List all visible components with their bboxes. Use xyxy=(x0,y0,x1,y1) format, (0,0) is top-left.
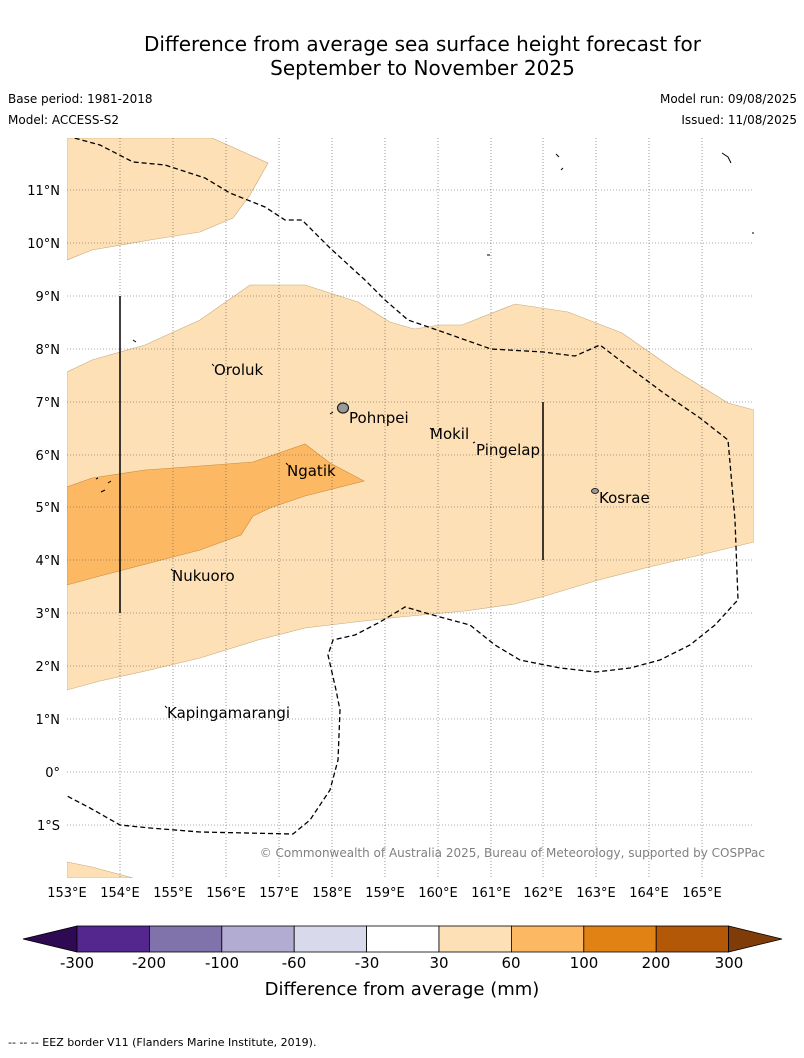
anomaly-region-main xyxy=(67,284,754,691)
colorbar-tick: -100 xyxy=(205,954,239,972)
place-label-nukuoro: Nukuoro xyxy=(172,567,235,585)
lon-label: 156°E xyxy=(206,886,246,901)
colorbar-tick: 60 xyxy=(501,954,520,972)
colorbar-tick: 300 xyxy=(715,954,744,972)
colorbar-swatch xyxy=(221,925,295,953)
model-name: Model: ACCESS-S2 xyxy=(8,113,120,127)
copyright-notice: © Commonwealth of Australia 2025, Bureau… xyxy=(260,846,765,860)
colorbar-swatch xyxy=(148,925,223,953)
lon-label: 165°E xyxy=(682,886,722,901)
map-figure: Oroluk Pohnpei Mokil Pingelap Ngatik Kos… xyxy=(22,138,783,1000)
anomaly-region-bottom xyxy=(67,861,134,878)
colorbar-arrow-high xyxy=(728,925,783,953)
lon-label: 157°E xyxy=(259,886,299,901)
eez-border-north xyxy=(67,138,739,835)
atoll-markers xyxy=(95,152,754,709)
lat-label: 4°N xyxy=(36,554,61,569)
place-label-ngatik: Ngatik xyxy=(287,462,336,480)
colorbar-tick: 200 xyxy=(642,954,671,972)
colorbar-tick: -300 xyxy=(60,954,94,972)
lat-label: 9°N xyxy=(36,290,61,305)
lat-label: 11°N xyxy=(27,184,60,199)
issued-date: Issued: 11/08/2025 xyxy=(681,113,797,127)
colorbar-tick: -30 xyxy=(355,954,380,972)
title-line-2: September to November 2025 xyxy=(270,56,575,80)
kosrae-island xyxy=(591,488,599,494)
lon-label: 160°E xyxy=(418,886,458,901)
title-line-1: Difference from average sea surface heig… xyxy=(143,32,702,56)
place-label-kosrae: Kosrae xyxy=(599,489,650,507)
colorbar-tick: 100 xyxy=(570,954,599,972)
place-label-pingelap: Pingelap xyxy=(476,441,540,459)
lat-label: 5°N xyxy=(36,501,61,516)
place-label-pohnpei: Pohnpei xyxy=(349,409,409,427)
lat-label: 8°N xyxy=(36,343,61,358)
model-run: Model run: 09/08/2025 xyxy=(659,92,797,106)
colorbar-swatch xyxy=(583,925,657,953)
eez-border-legend: -- -- -- EEZ border V11 (Flanders Marine… xyxy=(8,1036,317,1049)
colorbar-tick: -60 xyxy=(282,954,307,972)
colorbar-swatch xyxy=(655,925,730,953)
lon-label: 162°E xyxy=(523,886,563,901)
colorbar-tick: 30 xyxy=(429,954,448,972)
anomaly-region-top xyxy=(67,138,269,261)
lat-label: 6°N xyxy=(36,449,61,464)
lon-label: 161°E xyxy=(471,886,511,901)
lon-label: 158°E xyxy=(312,886,352,901)
pohnpei-island xyxy=(329,402,350,415)
colorbar-label: Difference from average (mm) xyxy=(265,979,540,1000)
lon-label: 164°E xyxy=(629,886,669,901)
colorbar-swatch xyxy=(438,925,512,953)
base-period: Base period: 1981-2018 xyxy=(8,92,153,106)
anomaly-region-strong xyxy=(67,443,365,586)
colorbar-swatch xyxy=(366,925,440,953)
chart-title: Difference from average sea surface heig… xyxy=(0,32,804,80)
lon-label: 153°E xyxy=(47,886,87,901)
lon-label: 155°E xyxy=(153,886,193,901)
colorbar xyxy=(22,925,783,953)
place-label-oroluk: Oroluk xyxy=(214,361,263,379)
lat-label: 7°N xyxy=(36,396,61,411)
place-label-kapingamarangi: Kapingamarangi xyxy=(167,704,290,722)
lon-label: 163°E xyxy=(576,886,616,901)
lat-label: 1°N xyxy=(36,713,61,728)
lat-label: 2°N xyxy=(36,660,61,675)
lat-label: 3°N xyxy=(36,607,61,622)
lon-label: 159°E xyxy=(365,886,405,901)
lat-label: 10°N xyxy=(27,237,60,252)
lon-label: 154°E xyxy=(100,886,140,901)
colorbar-swatch xyxy=(510,925,585,953)
colorbar-swatch xyxy=(293,925,368,953)
map-area xyxy=(67,138,754,878)
colorbar-tick: -200 xyxy=(132,954,166,972)
lat-label: 0° xyxy=(45,766,60,781)
colorbar-arrow-low xyxy=(22,925,78,953)
place-label-mokil: Mokil xyxy=(430,425,469,443)
colorbar-swatch xyxy=(76,925,150,953)
lat-label: 1°S xyxy=(37,819,60,834)
